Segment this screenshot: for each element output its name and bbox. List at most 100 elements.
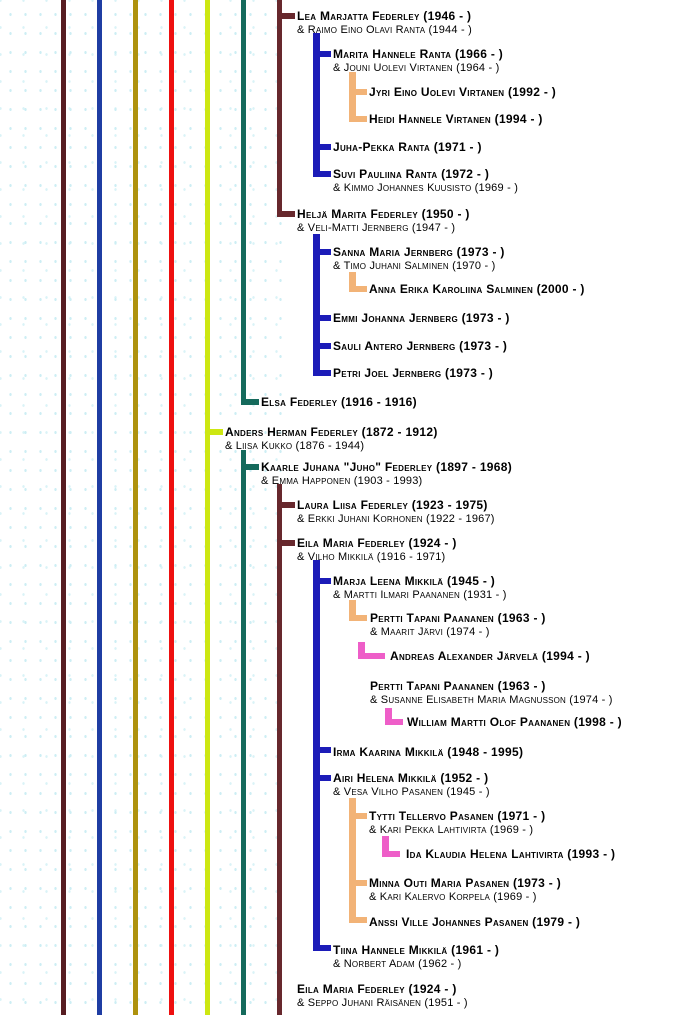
person-spouse-name: & Liisa Kukko (1876 - 1944)	[225, 440, 365, 452]
person-name: Marita Hannele Ranta (1966 - )	[333, 47, 504, 61]
person-spouse-name: & Maarit Järvi (1974 - )	[370, 626, 490, 638]
person-entry: Marja Leena Mikkilä (1945 - ) & Martti Il…	[333, 574, 507, 602]
person-name: Irma Kaarina Mikkilä (1948 - 1995)	[333, 745, 524, 759]
person-entry: Tytti Tellervo Pasanen (1971 - ) & Kari P…	[369, 809, 546, 837]
person-entry: Kaarle Juhana "Juho" Federley (1897 - 19…	[261, 460, 513, 488]
child-connector-stub	[313, 578, 331, 584]
child-connector-stub	[277, 502, 295, 508]
person-spouse-name: & Kari Pekka Lahtivirta (1969 - )	[369, 824, 534, 836]
person-entry: Laura Liisa Federley (1923 - 1975) & Erkk…	[297, 498, 495, 526]
child-connector-stub	[313, 343, 331, 349]
person-name: Pertti Tapani Paananen (1963 - )	[370, 611, 546, 625]
child-connector-stub	[313, 315, 331, 321]
person-name: Kaarle Juhana "Juho" Federley (1897 - 19…	[261, 460, 513, 474]
generation-line	[97, 0, 102, 1015]
generation-line	[133, 0, 138, 1015]
generation-line	[313, 234, 320, 376]
person-entry: Tiina Hannele Mikkilä (1961 - ) & Norbert…	[333, 943, 500, 971]
person-entry: Eila Maria Federley (1924 - ) & Vilho Mik…	[297, 536, 457, 564]
person-name: Airi Helena Mikkilä (1952 - )	[333, 771, 489, 785]
person-entry: Andreas Alexander Järvelä (1994 - )	[390, 650, 590, 663]
person-entry: Sauli Antero Jernberg (1973 - )	[333, 340, 507, 353]
person-entry: Airi Helena Mikkilä (1952 - ) & Vesa Vilh…	[333, 771, 490, 799]
person-name: Minna Outi Maria Pasanen (1973 - )	[369, 876, 561, 890]
child-connector-stub	[241, 399, 259, 405]
person-name: Jyri Eino Uolevi Virtanen (1992 - )	[369, 85, 557, 99]
person-entry: Heidi Hannele Virtanen (1994 - )	[369, 113, 543, 126]
child-connector-stub	[349, 89, 367, 95]
duplicate-marker-dotted-line	[346, 637, 350, 673]
person-name: Sanna Maria Jernberg (1973 - )	[333, 245, 505, 259]
child-connector-stub	[382, 851, 400, 857]
person-spouse-name: & Norbert Adam (1962 - )	[333, 958, 462, 970]
dotted-background-texture	[0, 0, 292, 1015]
person-name: Pertti Tapani Paananen (1963 - )	[370, 679, 546, 693]
person-spouse-name: & Martti Ilmari Paananen (1931 - )	[333, 589, 507, 601]
generation-line	[241, 450, 246, 1015]
child-connector-stub	[241, 464, 259, 470]
person-name: Anssi Ville Johannes Pasanen (1979 - )	[369, 915, 581, 929]
person-entry: Juha-Pekka Ranta (1971 - )	[333, 141, 482, 154]
person-entry: Eila Maria Federley (1924 - ) & Seppo Juh…	[297, 982, 468, 1010]
person-entry: Minna Outi Maria Pasanen (1973 - ) & Kari…	[369, 876, 561, 904]
person-entry: Emmi Johanna Jernberg (1973 - )	[333, 312, 510, 325]
child-connector-stub	[277, 211, 295, 217]
person-name: Marja Leena Mikkilä (1945 - )	[333, 574, 496, 588]
person-name: Andreas Alexander Järvelä (1994 - )	[390, 649, 590, 663]
person-entry: Irma Kaarina Mikkilä (1948 - 1995)	[333, 746, 523, 759]
person-name: Anders Herman Federley (1872 - 1912)	[225, 425, 438, 439]
person-entry: Pertti Tapani Paananen (1963 - ) & Susann…	[370, 679, 613, 707]
child-connector-stub	[349, 813, 367, 819]
person-entry: Petri Joel Jernberg (1973 - )	[333, 367, 493, 380]
person-name: Lea Marjatta Federley (1946 - )	[297, 9, 472, 23]
generation-line	[313, 33, 320, 177]
child-connector-stub	[349, 615, 367, 621]
duplicate-marker-dotted-line	[303, 560, 307, 972]
person-name: Heljä Marita Federley (1950 - )	[297, 207, 470, 221]
generation-line	[61, 0, 66, 1015]
child-connector-stub	[349, 917, 367, 923]
person-name: Tytti Tellervo Pasanen (1971 - )	[369, 809, 546, 823]
person-name: Eila Maria Federley (1924 - )	[297, 536, 457, 550]
person-name: Suvi Pauliina Ranta (1972 - )	[333, 167, 490, 181]
child-connector-stub	[313, 249, 331, 255]
child-connector-stub	[277, 540, 295, 546]
person-entry: Ida Klaudia Helena Lahtivirta (1993 - )	[406, 848, 615, 861]
child-connector-stub	[349, 116, 367, 122]
person-name: William Martti Olof Paananen (1998 - )	[407, 715, 622, 729]
person-spouse-name: & Seppo Juhani Räisänen (1951 - )	[297, 997, 468, 1009]
person-name: Juha-Pekka Ranta (1971 - )	[333, 140, 482, 154]
person-name: Ida Klaudia Helena Lahtivirta (1993 - )	[406, 847, 616, 861]
person-spouse-name: & Vilho Mikkilä (1916 - 1971)	[297, 551, 446, 563]
person-name: Eila Maria Federley (1924 - )	[297, 982, 457, 996]
child-connector-stub	[205, 429, 223, 435]
person-entry: Sanna Maria Jernberg (1973 - ) & Timo Juh…	[333, 245, 505, 273]
generation-line	[169, 0, 174, 1015]
child-connector-stub	[313, 775, 331, 781]
generation-line	[385, 708, 392, 725]
generation-line	[349, 72, 356, 122]
person-entry: Suvi Pauliina Ranta (1972 - ) & Kimmo Joh…	[333, 167, 519, 195]
person-name: Tiina Hannele Mikkilä (1961 - )	[333, 943, 500, 957]
person-name: Anna Erika Karoliina Salminen (2000 - )	[369, 282, 585, 296]
generation-line	[241, 0, 246, 405]
person-entry: Elsa Federley (1916 - 1916)	[261, 396, 417, 409]
person-spouse-name: & Veli-Matti Jernberg (1947 - )	[297, 222, 456, 234]
person-spouse-name: & Kari Kalervo Korpela (1969 - )	[369, 891, 537, 903]
person-entry: Anna Erika Karoliina Salminen (2000 - )	[369, 283, 585, 296]
person-spouse-name: & Kimmo Johannes Kuusisto (1969 - )	[333, 182, 519, 194]
generation-line	[382, 836, 389, 857]
person-name: Elsa Federley (1916 - 1916)	[261, 395, 417, 409]
child-connector-stub	[349, 286, 367, 292]
person-name: Laura Liisa Federley (1923 - 1975)	[297, 498, 488, 512]
person-spouse-name: & Susanne Elisabeth Maria Magnusson (197…	[370, 694, 613, 706]
generation-line	[349, 600, 356, 621]
person-entry: Lea Marjatta Federley (1946 - ) & Raimo E…	[297, 9, 472, 37]
generation-line	[313, 560, 320, 951]
person-name: Petri Joel Jernberg (1973 - )	[333, 366, 494, 380]
person-spouse-name: & Timo Juhani Salminen (1970 - )	[333, 260, 496, 272]
child-connector-stub	[313, 747, 331, 753]
person-spouse-name: & Vesa Vilho Pasanen (1945 - )	[333, 786, 490, 798]
child-connector-stub	[313, 51, 331, 57]
